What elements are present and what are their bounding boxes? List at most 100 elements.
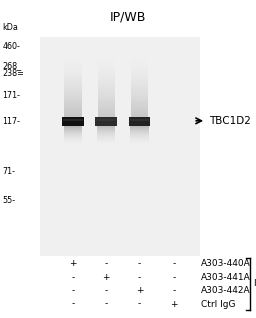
Bar [97,143,115,144]
Bar [97,135,115,136]
Bar [64,115,82,117]
Bar [64,94,82,96]
Bar [97,128,115,129]
Bar [98,90,115,92]
Bar [64,140,82,141]
Text: +: + [69,259,77,268]
Bar [131,115,148,117]
Bar [131,90,148,92]
Bar [64,92,82,94]
Bar [98,63,115,65]
Bar [131,101,148,103]
Bar [130,142,149,143]
Bar [130,134,149,135]
Bar [64,144,82,145]
Text: -: - [138,259,141,268]
Bar [131,73,148,75]
Text: -: - [105,286,108,295]
Text: +: + [170,300,178,308]
Bar [98,84,115,86]
Text: 460-: 460- [3,42,20,51]
Bar [64,142,82,143]
Bar [98,73,115,75]
Bar [131,88,148,90]
Bar [131,100,148,101]
Bar [130,133,149,134]
Bar [131,92,148,94]
Bar [131,113,148,115]
Text: A303-440A: A303-440A [201,259,251,268]
Bar [130,126,149,127]
Bar [98,65,115,67]
Text: IP: IP [253,280,256,288]
Bar [130,141,149,142]
Bar [130,139,149,140]
Bar [130,119,149,121]
Bar [64,69,82,71]
Bar [64,77,82,79]
Bar [98,88,115,90]
Bar [98,67,115,69]
Bar [64,138,82,139]
Bar [95,117,117,126]
Bar [64,133,82,134]
Bar [64,103,82,105]
Bar [63,119,83,121]
Bar [64,128,82,129]
Bar [97,130,115,131]
Text: A303-442A: A303-442A [201,286,251,295]
Bar [64,107,82,109]
Bar [131,111,148,113]
Bar [64,80,82,82]
Bar [98,107,115,109]
Bar [97,119,116,121]
Bar [131,96,148,98]
Bar [64,109,82,111]
Bar [64,98,82,100]
Bar [97,131,115,132]
Bar [131,94,148,96]
Bar [64,90,82,92]
Bar [98,96,115,98]
Bar [64,131,82,132]
Bar [64,105,82,107]
Bar [64,137,82,138]
Bar [64,101,82,103]
Bar [64,79,82,80]
Text: -: - [173,273,176,282]
Bar [98,100,115,101]
Bar [64,71,82,73]
Bar [130,131,149,132]
Bar [64,126,82,127]
Text: -: - [173,259,176,268]
Bar [131,103,148,105]
Bar [64,84,82,86]
Bar [98,86,115,88]
Bar [97,126,115,127]
Bar [64,143,82,144]
Text: TBC1D2: TBC1D2 [209,116,251,126]
Bar [98,75,115,77]
Bar [130,127,149,128]
Bar [97,127,115,128]
Bar [130,128,149,129]
Text: -: - [173,286,176,295]
Bar [98,111,115,113]
Bar [131,80,148,82]
Bar [64,113,82,115]
Bar [64,73,82,75]
Bar [98,69,115,71]
Text: A303-441A: A303-441A [201,273,251,282]
Bar [64,134,82,135]
Bar [131,77,148,79]
Bar [98,109,115,111]
Bar [131,107,148,109]
Bar [97,136,115,137]
Text: -: - [138,300,141,308]
Bar [131,71,148,73]
Text: +: + [136,286,143,295]
Bar [131,79,148,80]
Bar [64,141,82,142]
Bar [98,79,115,80]
Bar [130,129,149,130]
